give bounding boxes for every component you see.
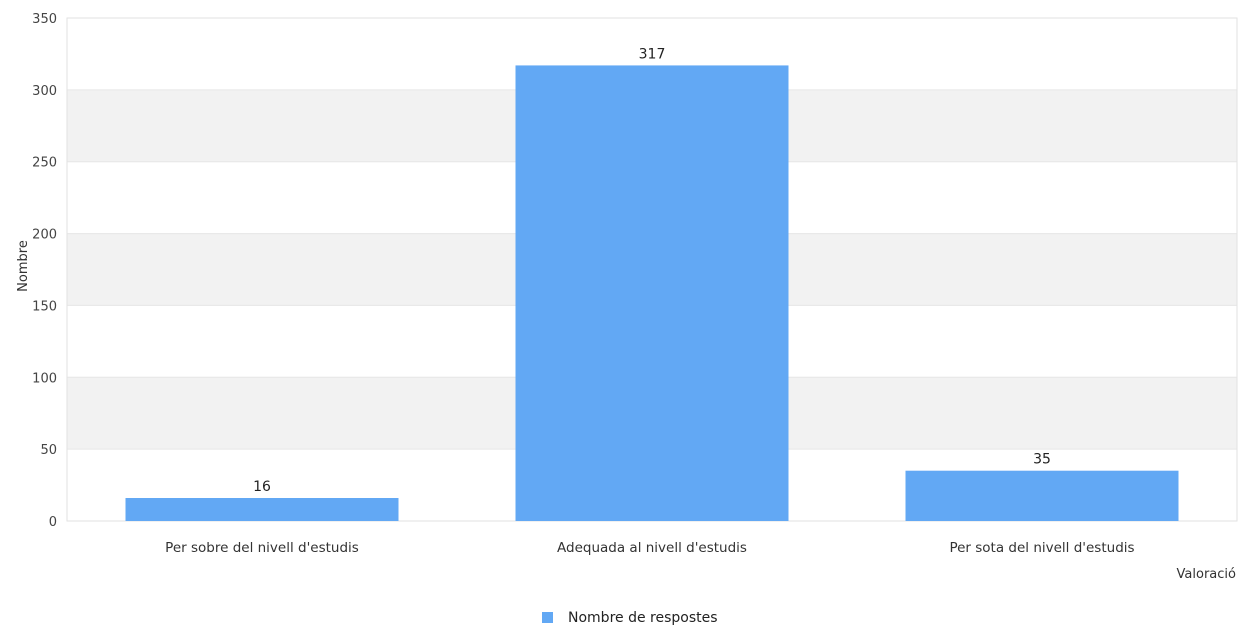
- y-tick-label: 100: [32, 371, 57, 386]
- x-axis-category-labels: Per sobre del nivell d'estudis Adequada a…: [165, 540, 1134, 556]
- y-axis-ticks: 0 50 100 150 200 250 300 350: [32, 12, 57, 530]
- data-labels: 16 317 35: [253, 46, 1051, 495]
- y-tick-label: 50: [40, 443, 57, 458]
- bars: [125, 65, 1179, 521]
- x-category-label: Adequada al nivell d'estudis: [557, 540, 747, 556]
- bar-data-label: 16: [253, 479, 271, 495]
- y-tick-label: 0: [49, 515, 57, 530]
- y-tick-label: 250: [32, 156, 57, 171]
- x-category-label: Per sota del nivell d'estudis: [949, 540, 1134, 556]
- legend[interactable]: Nombre de respostes: [542, 610, 718, 626]
- x-axis-title: Valoració: [1177, 567, 1236, 582]
- bar[interactable]: [125, 498, 399, 521]
- y-axis-title: Nombre: [16, 240, 31, 292]
- y-tick-label: 350: [32, 12, 57, 27]
- bar-data-label: 317: [639, 46, 666, 62]
- legend-swatch: [542, 612, 553, 623]
- y-tick-label: 200: [32, 228, 57, 243]
- bar[interactable]: [515, 65, 789, 521]
- bar-data-label: 35: [1033, 452, 1051, 468]
- legend-label: Nombre de respostes: [568, 610, 718, 626]
- bar[interactable]: [905, 470, 1179, 521]
- y-tick-label: 150: [32, 299, 57, 314]
- y-tick-label: 300: [32, 84, 57, 99]
- x-category-label: Per sobre del nivell d'estudis: [165, 540, 359, 556]
